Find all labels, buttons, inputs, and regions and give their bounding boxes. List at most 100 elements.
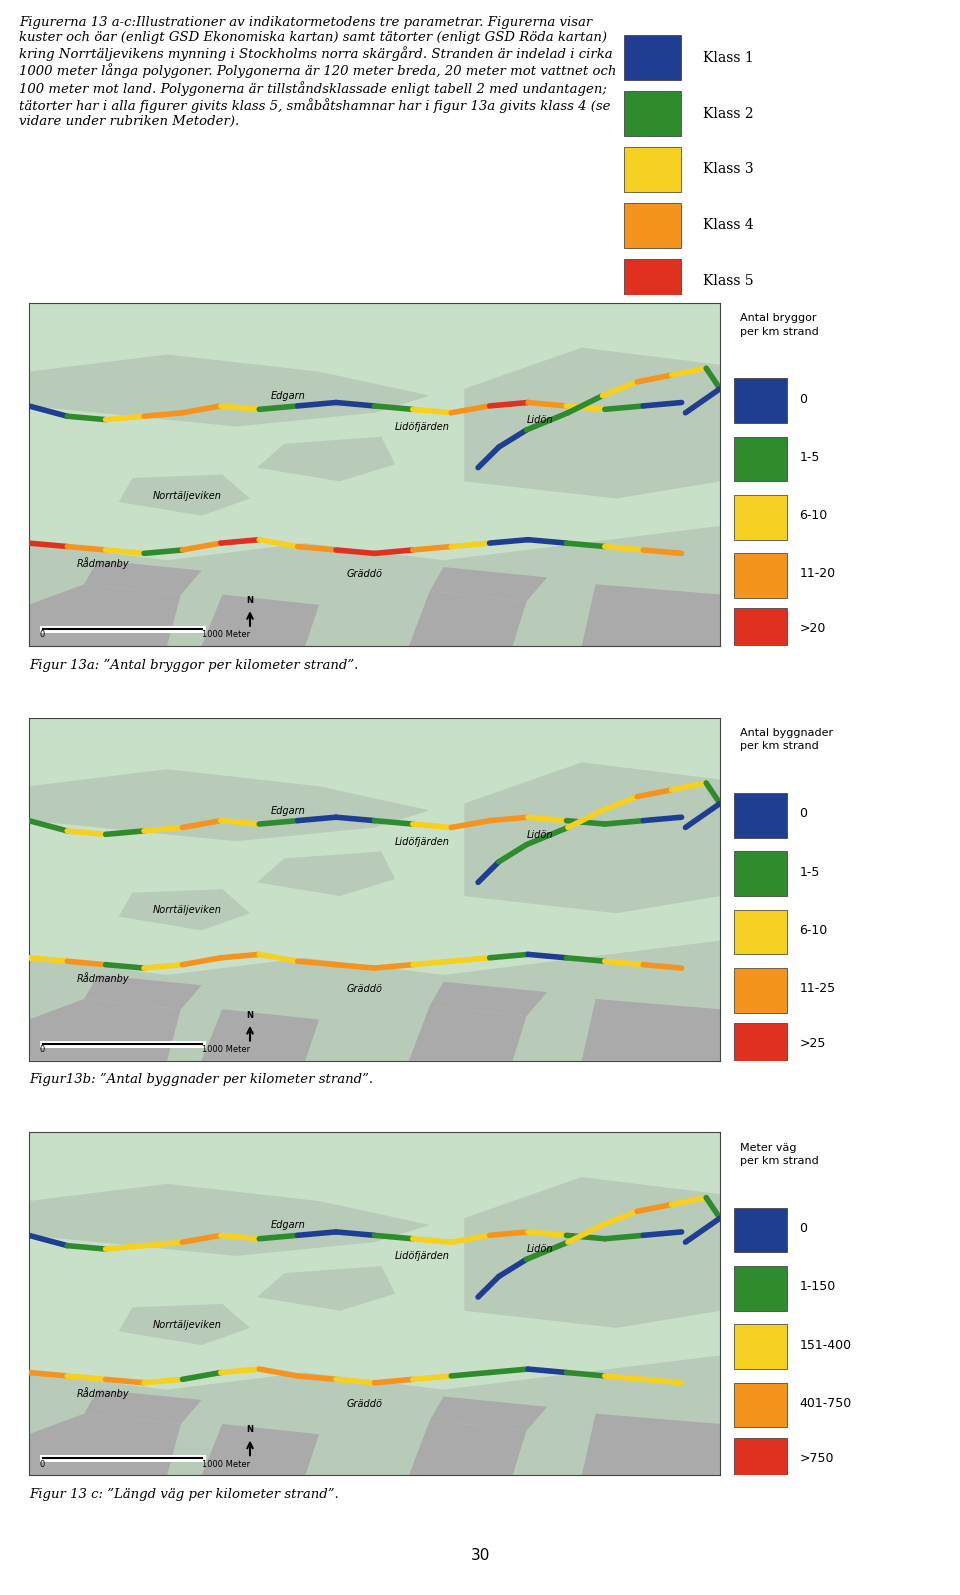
Text: 1-5: 1-5 (800, 451, 820, 464)
FancyBboxPatch shape (624, 203, 681, 247)
Polygon shape (202, 595, 319, 646)
Text: 0: 0 (40, 1459, 45, 1469)
FancyBboxPatch shape (624, 258, 681, 303)
Text: 0: 0 (800, 1222, 807, 1235)
Polygon shape (29, 584, 180, 646)
Polygon shape (582, 1413, 720, 1475)
Text: Edgarn: Edgarn (271, 1220, 305, 1230)
Polygon shape (582, 998, 720, 1061)
Text: 401-750: 401-750 (800, 1397, 852, 1410)
Text: Rådmanby: Rådmanby (77, 971, 130, 984)
Text: Gräddö: Gräddö (347, 1399, 383, 1408)
Text: 30: 30 (470, 1547, 490, 1563)
Polygon shape (29, 354, 430, 426)
Polygon shape (84, 975, 202, 1010)
Text: Edgarn: Edgarn (271, 805, 305, 815)
Text: Figur 13 c: ”Längd väg per kilometer strand”.: Figur 13 c: ”Längd väg per kilometer str… (29, 1488, 339, 1501)
Text: Klass 5: Klass 5 (703, 274, 754, 289)
Text: 0: 0 (800, 392, 807, 405)
FancyBboxPatch shape (733, 1324, 786, 1369)
Polygon shape (409, 1421, 526, 1475)
Polygon shape (257, 1266, 396, 1311)
FancyBboxPatch shape (733, 378, 786, 423)
Text: 1-150: 1-150 (800, 1281, 835, 1294)
Text: >20: >20 (800, 622, 826, 635)
Text: Antal byggnader
per km strand: Antal byggnader per km strand (740, 727, 833, 751)
FancyBboxPatch shape (733, 608, 786, 652)
FancyBboxPatch shape (733, 852, 786, 896)
Text: 6-10: 6-10 (800, 509, 828, 522)
Text: 11-20: 11-20 (800, 568, 835, 581)
Polygon shape (202, 1010, 319, 1061)
Text: 1-5: 1-5 (800, 866, 820, 879)
FancyBboxPatch shape (624, 91, 681, 136)
Polygon shape (465, 762, 720, 914)
Text: 0: 0 (40, 630, 45, 640)
Polygon shape (465, 1177, 720, 1329)
Polygon shape (29, 769, 430, 841)
Polygon shape (119, 1305, 250, 1345)
Text: Figur 13a: ”Antal bryggor per kilometer strand”.: Figur 13a: ”Antal bryggor per kilometer … (29, 659, 358, 671)
Polygon shape (430, 983, 547, 1016)
Text: Figurerna 13 a-c:Illustrationer av indikatormetodens tre parametrar. Figurerna v: Figurerna 13 a-c:Illustrationer av indik… (19, 16, 616, 128)
FancyBboxPatch shape (733, 909, 786, 954)
FancyBboxPatch shape (733, 1437, 786, 1482)
Text: Klass 2: Klass 2 (703, 107, 754, 121)
Text: N: N (247, 597, 253, 605)
Polygon shape (29, 1183, 430, 1255)
Text: 0: 0 (40, 1045, 45, 1054)
Text: 1000 Meter: 1000 Meter (202, 630, 250, 640)
FancyBboxPatch shape (733, 968, 786, 1013)
Text: Norrtäljeviken: Norrtäljeviken (154, 906, 222, 916)
Text: Lidöfjärden: Lidöfjärden (396, 423, 450, 432)
Polygon shape (257, 852, 396, 896)
Polygon shape (29, 1356, 720, 1475)
Text: Lidöfjärden: Lidöfjärden (396, 837, 450, 847)
Polygon shape (29, 941, 720, 1061)
FancyBboxPatch shape (733, 437, 786, 482)
FancyBboxPatch shape (733, 793, 786, 837)
Text: Figur13b: ”Antal byggnader per kilometer strand”.: Figur13b: ”Antal byggnader per kilometer… (29, 1073, 372, 1086)
Text: Norrtäljeviken: Norrtäljeviken (154, 491, 222, 501)
Text: Edgarn: Edgarn (271, 391, 305, 400)
Text: Lidön: Lidön (526, 1244, 553, 1255)
FancyBboxPatch shape (733, 1383, 786, 1428)
Polygon shape (430, 568, 547, 601)
Text: Rådmanby: Rådmanby (77, 1386, 130, 1399)
FancyBboxPatch shape (733, 494, 786, 539)
Polygon shape (119, 475, 250, 515)
Text: Klass 3: Klass 3 (703, 163, 754, 177)
Text: Meter väg
per km strand: Meter väg per km strand (740, 1142, 819, 1166)
Text: 151-400: 151-400 (800, 1338, 852, 1351)
Text: 1000 Meter: 1000 Meter (202, 1045, 250, 1054)
Text: N: N (247, 1426, 253, 1434)
Polygon shape (582, 584, 720, 646)
Text: >750: >750 (800, 1451, 834, 1464)
Text: 1000 Meter: 1000 Meter (202, 1459, 250, 1469)
FancyBboxPatch shape (733, 1266, 786, 1311)
Polygon shape (202, 1424, 319, 1475)
FancyBboxPatch shape (624, 35, 681, 80)
FancyBboxPatch shape (733, 1207, 786, 1252)
Text: 6-10: 6-10 (800, 924, 828, 936)
Text: Antal bryggor
per km strand: Antal bryggor per km strand (740, 313, 819, 337)
Text: 0: 0 (800, 807, 807, 820)
Text: Lidöfjärden: Lidöfjärden (396, 1252, 450, 1262)
Polygon shape (84, 560, 202, 595)
Polygon shape (29, 1413, 180, 1475)
Text: 11-25: 11-25 (800, 983, 835, 995)
Polygon shape (119, 888, 250, 930)
Text: Rådmanby: Rådmanby (77, 557, 130, 569)
Polygon shape (29, 998, 180, 1061)
FancyBboxPatch shape (733, 553, 786, 598)
Text: Gräddö: Gräddö (347, 984, 383, 994)
Polygon shape (430, 1397, 547, 1431)
FancyBboxPatch shape (733, 1022, 786, 1067)
Text: Lidön: Lidön (526, 829, 553, 841)
Polygon shape (409, 1006, 526, 1061)
Polygon shape (84, 1389, 202, 1424)
Text: >25: >25 (800, 1037, 826, 1050)
Polygon shape (409, 592, 526, 646)
Text: Norrtäljeviken: Norrtäljeviken (154, 1321, 222, 1330)
FancyBboxPatch shape (624, 147, 681, 191)
